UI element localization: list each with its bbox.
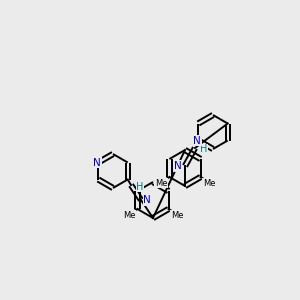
Text: Me: Me xyxy=(203,178,215,188)
Text: Me: Me xyxy=(123,211,135,220)
Text: N: N xyxy=(194,136,201,146)
Text: N: N xyxy=(174,161,182,171)
Text: H: H xyxy=(136,182,144,192)
Text: N: N xyxy=(93,158,101,167)
Text: N: N xyxy=(143,195,151,205)
Text: Me: Me xyxy=(155,178,167,188)
Text: Me: Me xyxy=(171,211,183,220)
Text: H: H xyxy=(200,144,208,154)
